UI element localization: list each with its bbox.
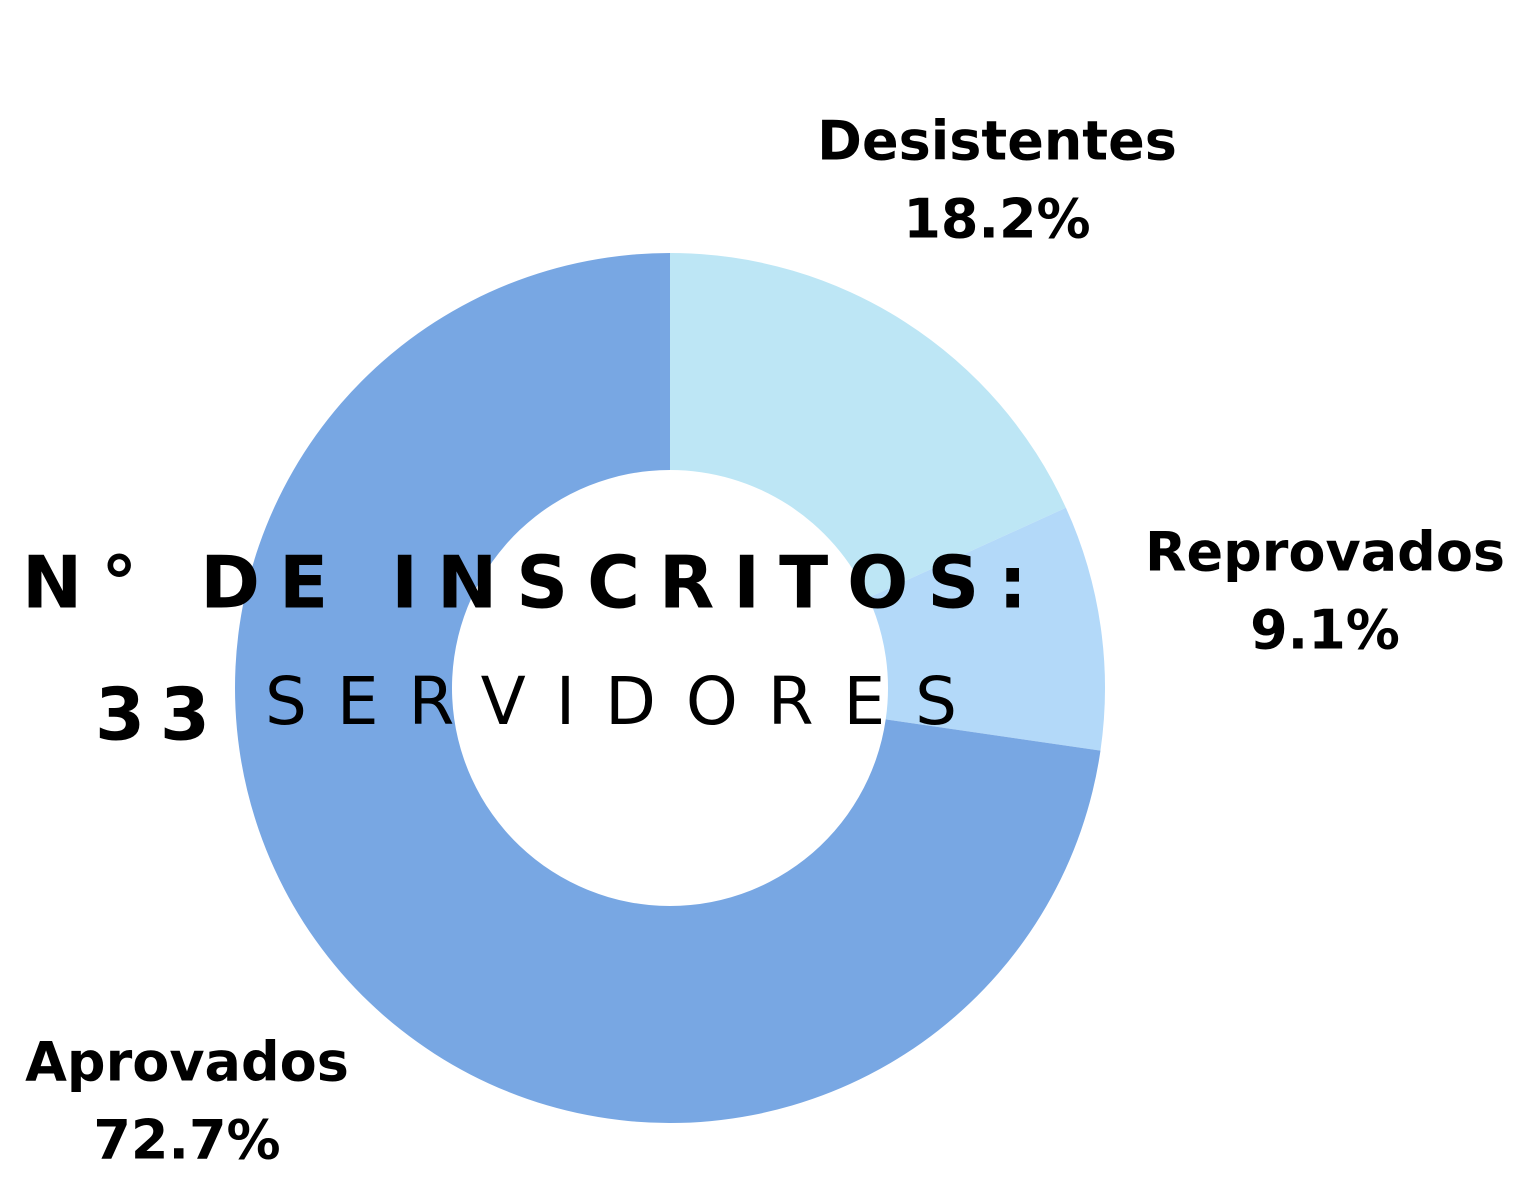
category-label: Reprovados — [1145, 521, 1505, 584]
category-label: Aprovados — [25, 1031, 349, 1094]
category-label: Desistentes — [817, 110, 1177, 173]
donut-segment — [868, 507, 1105, 751]
donut — [234, 253, 1105, 1123]
value-label: 9.1% — [1250, 599, 1400, 662]
annotation: SERVIDORES — [265, 663, 957, 740]
annotation: 33 — [95, 673, 210, 757]
value-label: 18.2% — [903, 188, 1090, 251]
value-label: 72.7% — [93, 1109, 280, 1172]
donut-segment — [670, 253, 1066, 598]
annotation: N° DE INSCRITOS: — [22, 541, 1027, 625]
donut-segment — [234, 253, 1101, 1123]
